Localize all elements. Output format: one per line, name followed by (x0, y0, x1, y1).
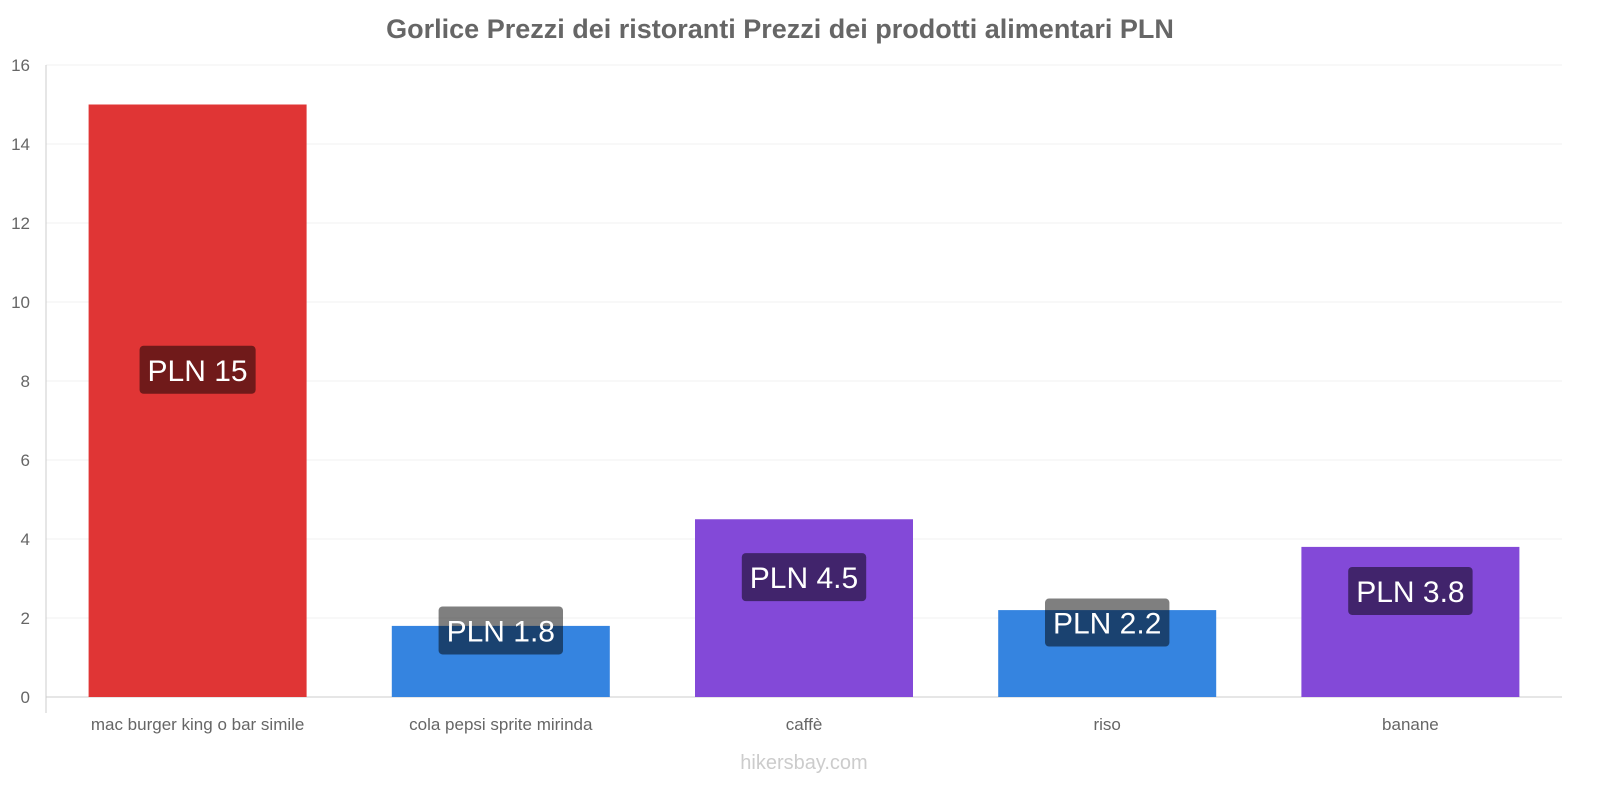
x-category-label: cola pepsi sprite mirinda (409, 715, 593, 734)
data-label: PLN 1.8 (438, 606, 564, 655)
x-category-label: banane (1382, 715, 1439, 734)
y-tick-label: 0 (21, 688, 30, 707)
data-label-text: PLN 3.8 (1356, 576, 1464, 609)
data-label-text: PLN 15 (148, 355, 248, 388)
chart-title: Gorlice Prezzi dei ristoranti Prezzi dei… (386, 14, 1174, 44)
x-category-label: riso (1093, 715, 1120, 734)
x-category-label: mac burger king o bar simile (91, 715, 305, 734)
data-label-box (1348, 566, 1473, 615)
y-tick-label: 12 (11, 214, 30, 233)
data-label-box (438, 606, 564, 655)
y-tick-label: 10 (11, 293, 30, 312)
data-label-text: PLN 2.2 (1053, 608, 1161, 641)
data-label: PLN 4.5 (741, 553, 867, 602)
bar (695, 519, 913, 697)
data-label-box (741, 553, 867, 602)
x-category-label: caffè (786, 715, 823, 734)
data-label-text: PLN 1.8 (447, 615, 555, 648)
data-label: PLN 2.2 (1044, 598, 1170, 647)
data-label-box (1044, 598, 1170, 647)
watermark: hikersbay.com (740, 752, 868, 774)
y-tick-label: 14 (11, 135, 30, 154)
y-tick-label: 4 (21, 530, 30, 549)
y-tick-label: 6 (21, 451, 30, 470)
data-label-box (139, 345, 256, 394)
data-label: PLN 3.8 (1348, 566, 1473, 615)
y-tick-label: 2 (21, 609, 30, 628)
data-label: PLN 15 (139, 345, 256, 394)
data-label-text: PLN 4.5 (750, 562, 858, 595)
y-tick-label: 8 (21, 372, 30, 391)
bar (88, 104, 307, 697)
y-tick-label: 16 (11, 56, 30, 75)
